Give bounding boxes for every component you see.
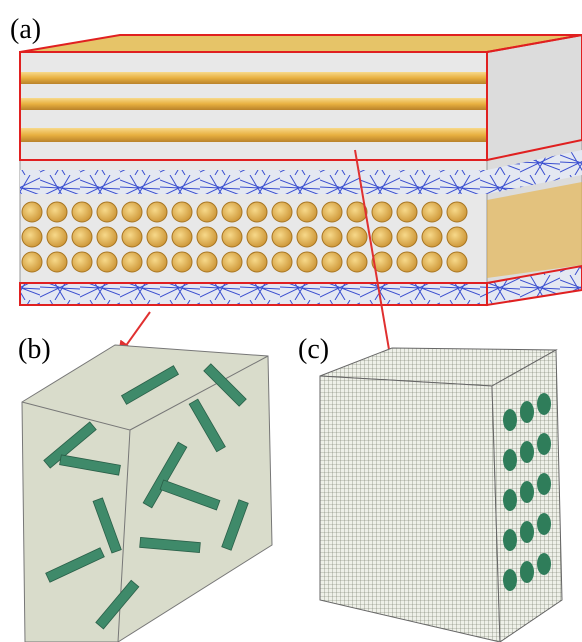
fiber-section xyxy=(503,529,517,551)
fiber-section xyxy=(197,202,217,222)
fiber-section xyxy=(520,561,534,583)
fiber-section xyxy=(97,252,117,272)
fiber-section xyxy=(197,252,217,272)
fiber-section xyxy=(72,252,92,272)
fiber-section xyxy=(537,393,551,415)
fiber-section xyxy=(247,227,267,247)
fiber-section xyxy=(397,227,417,247)
fiber-section xyxy=(297,227,317,247)
fiber-section xyxy=(97,227,117,247)
fiber-section xyxy=(447,202,467,222)
fiber-section xyxy=(147,252,167,272)
fiber-section xyxy=(447,227,467,247)
fiber-section xyxy=(147,227,167,247)
fiber-section xyxy=(122,252,142,272)
fiber-section xyxy=(397,252,417,272)
fiber-section xyxy=(397,202,417,222)
fiber-section xyxy=(297,252,317,272)
fiber-section xyxy=(297,202,317,222)
fiber-section xyxy=(47,202,67,222)
fiber-section xyxy=(172,202,192,222)
fiber-section xyxy=(247,252,267,272)
panel-label: (a) xyxy=(10,14,41,45)
panel-c xyxy=(320,348,562,642)
mat-layer xyxy=(20,170,487,194)
fiber-section xyxy=(422,202,442,222)
fiber-section xyxy=(520,481,534,503)
fiber-section xyxy=(520,401,534,423)
fiber-section xyxy=(372,227,392,247)
fiber-section xyxy=(22,252,42,272)
fiber-section xyxy=(122,202,142,222)
fiber-section xyxy=(347,227,367,247)
fiber-section xyxy=(247,202,267,222)
fiber-section xyxy=(520,441,534,463)
panel-label: (b) xyxy=(18,334,51,365)
fiber-section xyxy=(322,227,342,247)
mat-layer xyxy=(20,283,487,305)
fiber-section xyxy=(147,202,167,222)
fiber-section xyxy=(197,227,217,247)
fiber-section xyxy=(72,202,92,222)
fiber-section xyxy=(422,227,442,247)
fiber-section xyxy=(272,252,292,272)
fiber-section xyxy=(22,202,42,222)
fiber-section xyxy=(537,473,551,495)
fiber-section xyxy=(72,227,92,247)
fiber-section xyxy=(537,553,551,575)
fiber-section xyxy=(272,202,292,222)
panel-label: (c) xyxy=(298,334,329,365)
fiber-section xyxy=(537,513,551,535)
fiber-section xyxy=(47,252,67,272)
fiber-section xyxy=(347,252,367,272)
fiber-section xyxy=(537,433,551,455)
fiber-section xyxy=(520,521,534,543)
fiber-section xyxy=(503,449,517,471)
fiber-section xyxy=(172,227,192,247)
fiber-section xyxy=(272,227,292,247)
fiber-section xyxy=(372,202,392,222)
fiber-section xyxy=(172,252,192,272)
panel-a xyxy=(20,35,582,373)
fiber-section xyxy=(422,252,442,272)
fiber xyxy=(20,128,487,142)
fiber xyxy=(20,72,487,84)
figure: (a) (b) (c) xyxy=(0,0,582,642)
fiber-section xyxy=(322,252,342,272)
fiber-section xyxy=(503,409,517,431)
fiber-section xyxy=(503,489,517,511)
panel-b xyxy=(22,345,272,642)
fiber-section xyxy=(322,202,342,222)
fiber-section xyxy=(503,569,517,591)
mesh-front xyxy=(320,376,500,642)
fiber-section xyxy=(97,202,117,222)
fiber xyxy=(20,98,487,110)
fiber-section xyxy=(222,227,242,247)
fiber-section xyxy=(47,227,67,247)
fiber-section xyxy=(22,227,42,247)
fiber-section xyxy=(222,252,242,272)
fiber-section xyxy=(122,227,142,247)
fiber-section xyxy=(222,202,242,222)
fiber-section xyxy=(447,252,467,272)
